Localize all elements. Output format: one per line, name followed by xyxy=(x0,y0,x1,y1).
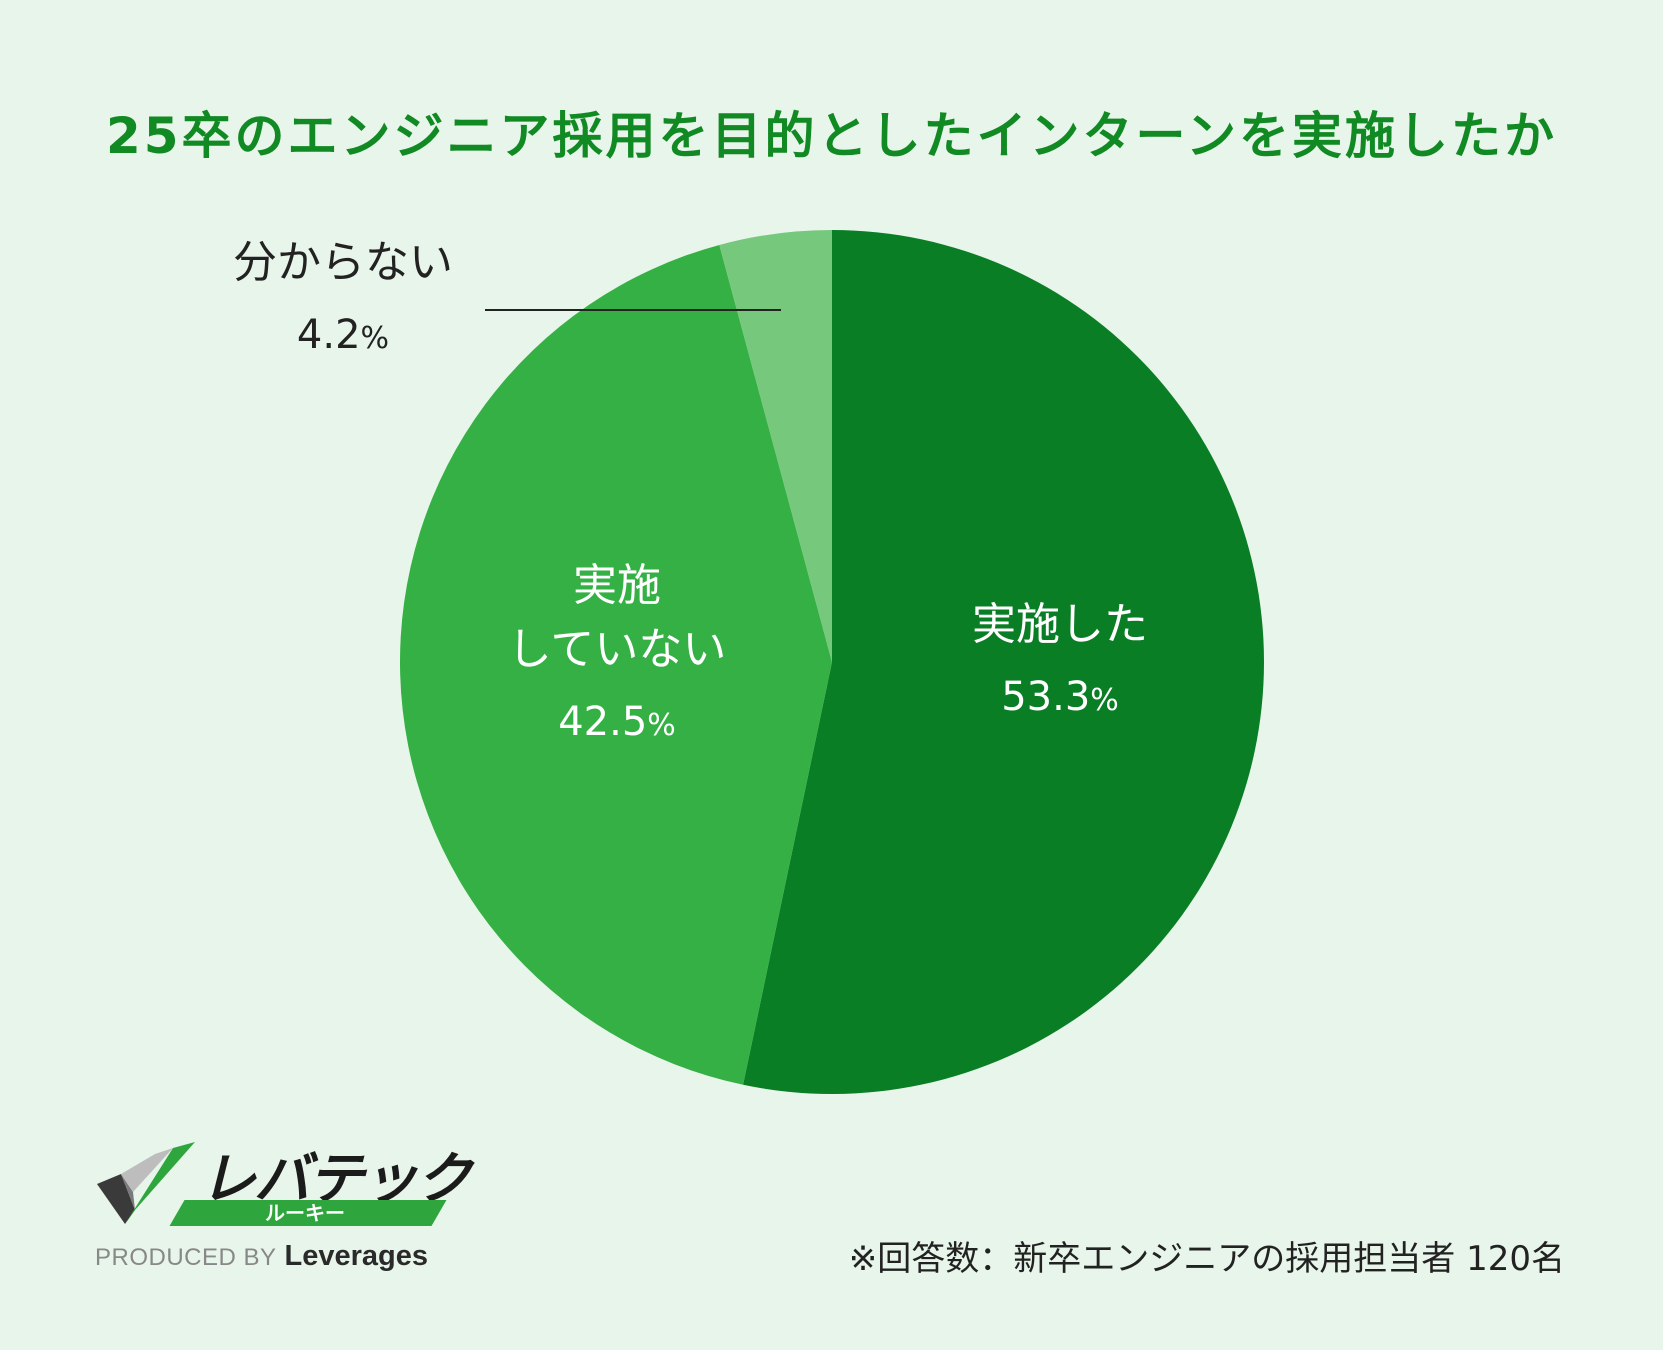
slice-label-not-done: 実施 していない 42.5% xyxy=(508,554,727,766)
slice-label-unknown: 分からない 4.2% xyxy=(233,231,453,379)
company-name: Leverages xyxy=(284,1240,429,1272)
pie-slice-done xyxy=(743,230,1265,1094)
slice-category-not-done-line2: していない xyxy=(507,624,727,675)
produced-by-text: PRODUCED BY xyxy=(95,1244,277,1271)
pie-slice-unknown xyxy=(719,230,832,662)
leverages-logo: レバテック ルーキー PRODUCED BY Leverages xyxy=(95,1140,472,1275)
logo-sub: ルーキー xyxy=(265,1201,345,1225)
slice-value-unknown: 4.2 xyxy=(296,312,361,358)
slice-category-done: 実施した xyxy=(972,599,1148,650)
slice-category-not-done-line1: 実施 xyxy=(573,560,661,611)
slice-value-not-done: 42.5 xyxy=(558,699,648,745)
leader-line-unknown xyxy=(485,309,781,311)
footnote: ※回答数：新卒エンジニアの採用担当者 120名 xyxy=(848,1239,1565,1279)
percent-unit: % xyxy=(360,321,390,356)
slice-percent-unknown: 4.2% xyxy=(233,295,453,379)
pie-slice-not-done xyxy=(400,244,832,1085)
slice-percent-not-done: 42.5% xyxy=(508,682,727,766)
percent-unit: % xyxy=(1090,683,1119,718)
slice-percent-done: 53.3% xyxy=(972,657,1148,741)
checkmark-logo-icon xyxy=(97,1142,195,1224)
chart-title: 25卒のエンジニア採用を目的としたインターンを実施したか xyxy=(105,107,1558,165)
slice-value-done: 53.3 xyxy=(1001,674,1091,720)
slice-category-unknown: 分からない xyxy=(233,237,453,288)
percent-unit: % xyxy=(647,708,676,743)
slice-label-done: 実施した 53.3% xyxy=(972,593,1148,741)
produced-by: PRODUCED BY Leverages xyxy=(95,1240,428,1273)
